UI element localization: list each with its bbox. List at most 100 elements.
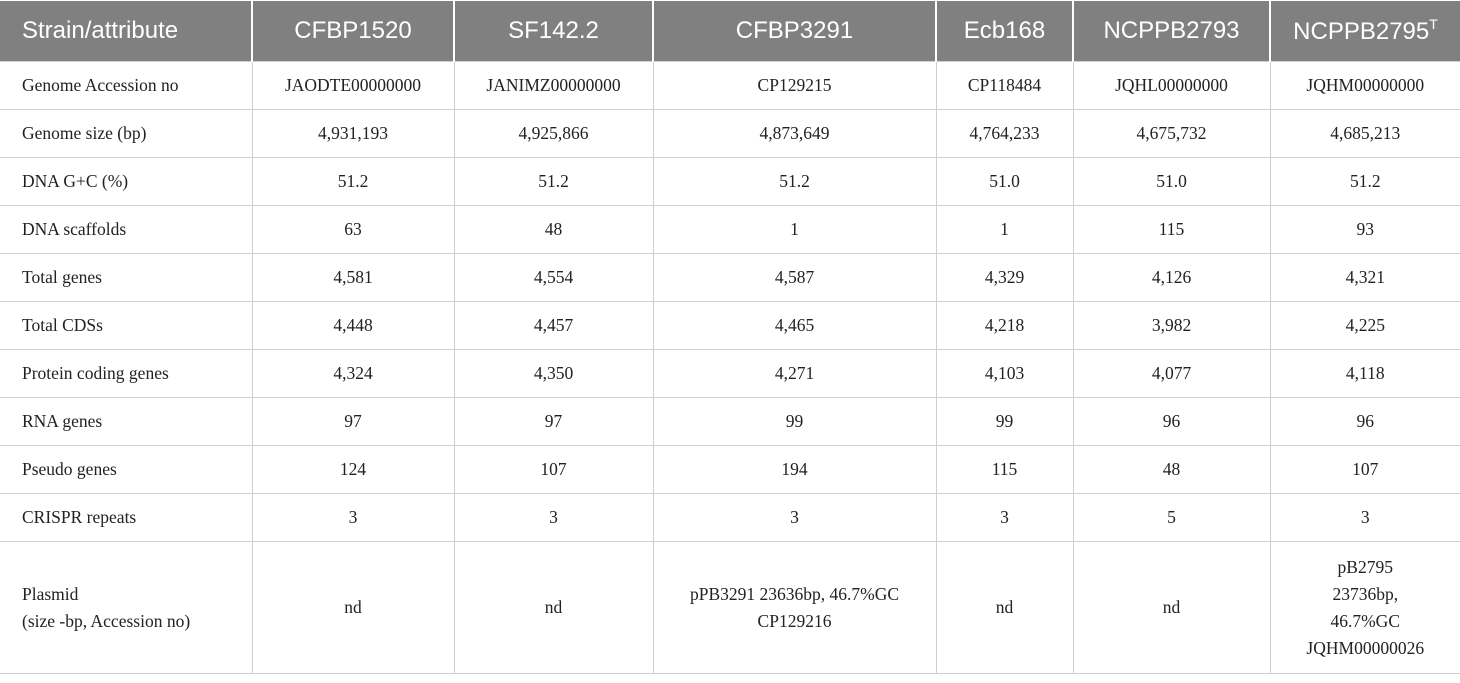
table-cell: 3: [1270, 494, 1460, 542]
cell-line: 23736bp,: [1271, 581, 1460, 608]
table-cell: 3,982: [1073, 302, 1270, 350]
table-cell: 96: [1270, 398, 1460, 446]
table-cell: 99: [653, 398, 936, 446]
table-cell: Genome size (bp): [0, 110, 252, 158]
header-cell: SF142.2: [454, 1, 653, 62]
table-cell: 51.0: [1073, 158, 1270, 206]
table-cell: 3: [454, 494, 653, 542]
cell-line: pB2795: [1271, 554, 1460, 581]
header-cell: Ecb168: [936, 1, 1073, 62]
table-cell: JAODTE00000000: [252, 62, 454, 110]
cell-line: CP129216: [654, 608, 936, 635]
table-cell: 63: [252, 206, 454, 254]
table-cell: 4,126: [1073, 254, 1270, 302]
table-cell: 99: [936, 398, 1073, 446]
table-cell: Pseudo genes: [0, 446, 252, 494]
table-cell: nd: [1073, 542, 1270, 674]
table-cell: 4,925,866: [454, 110, 653, 158]
table-cell: 4,587: [653, 254, 936, 302]
header-cell: CFBP1520: [252, 1, 454, 62]
table-cell: 5: [1073, 494, 1270, 542]
table-cell: 4,329: [936, 254, 1073, 302]
table-cell: JQHM00000000: [1270, 62, 1460, 110]
table-cell: CP129215: [653, 62, 936, 110]
table-cell: 51.2: [653, 158, 936, 206]
table-cell: 4,931,193: [252, 110, 454, 158]
table-cell: 51.2: [1270, 158, 1460, 206]
cell-line: 46.7%GC: [1271, 608, 1460, 635]
table-cell: nd: [936, 542, 1073, 674]
table-cell: JANIMZ00000000: [454, 62, 653, 110]
table-cell: 4,465: [653, 302, 936, 350]
table-cell: CRISPR repeats: [0, 494, 252, 542]
table-cell: 4,685,213: [1270, 110, 1460, 158]
table-cell: Genome Accession no: [0, 62, 252, 110]
table-cell: 4,581: [252, 254, 454, 302]
table-cell: 194: [653, 446, 936, 494]
table-cell: 96: [1073, 398, 1270, 446]
table-cell: 4,554: [454, 254, 653, 302]
table-cell: 51.2: [454, 158, 653, 206]
cell-line: Plasmid: [22, 581, 252, 608]
table-cell: 115: [1073, 206, 1270, 254]
table-cell: 124: [252, 446, 454, 494]
table-cell: 4,271: [653, 350, 936, 398]
table-cell: DNA G+C (%): [0, 158, 252, 206]
cell-line: pPB3291 23636bp, 46.7%GC: [654, 581, 936, 608]
table-cell: 4,457: [454, 302, 653, 350]
table-cell: 48: [1073, 446, 1270, 494]
table-cell: 107: [454, 446, 653, 494]
table-cell: 4,764,233: [936, 110, 1073, 158]
table-cell: 51.0: [936, 158, 1073, 206]
table-cell: JQHL00000000: [1073, 62, 1270, 110]
table-cell: 97: [252, 398, 454, 446]
table-cell: 4,225: [1270, 302, 1460, 350]
table-cell: 4,350: [454, 350, 653, 398]
table-cell: 4,077: [1073, 350, 1270, 398]
table-cell: 1: [653, 206, 936, 254]
table-cell: 97: [454, 398, 653, 446]
header-cell: Strain/attribute: [0, 1, 252, 62]
table-cell: RNA genes: [0, 398, 252, 446]
table-cell: Total genes: [0, 254, 252, 302]
table-cell: 48: [454, 206, 653, 254]
table-cell: Protein coding genes: [0, 350, 252, 398]
table-cell: 4,103: [936, 350, 1073, 398]
table-cell: CP118484: [936, 62, 1073, 110]
table-cell: 115: [936, 446, 1073, 494]
header-cell: CFBP3291: [653, 1, 936, 62]
table-cell: 4,675,732: [1073, 110, 1270, 158]
table-cell: 93: [1270, 206, 1460, 254]
table-cell: Total CDSs: [0, 302, 252, 350]
table-cell: 4,321: [1270, 254, 1460, 302]
table-cell: 3: [936, 494, 1073, 542]
table-cell: 4,118: [1270, 350, 1460, 398]
header-cell: NCPPB2795T: [1270, 1, 1460, 62]
table-cell: 4,218: [936, 302, 1073, 350]
table-cell: 107: [1270, 446, 1460, 494]
table-cell: 51.2: [252, 158, 454, 206]
header-cell: NCPPB2793: [1073, 1, 1270, 62]
table-cell: 4,448: [252, 302, 454, 350]
cell-line: (size -bp, Accession no): [22, 608, 252, 635]
cell-line: JQHM00000026: [1271, 635, 1460, 662]
table-cell: 1: [936, 206, 1073, 254]
header-text: NCPPB2795: [1293, 18, 1429, 45]
table-cell: 4,324: [252, 350, 454, 398]
table-cell: 4,873,649: [653, 110, 936, 158]
table-cell: DNA scaffolds: [0, 206, 252, 254]
table-cell: 3: [252, 494, 454, 542]
